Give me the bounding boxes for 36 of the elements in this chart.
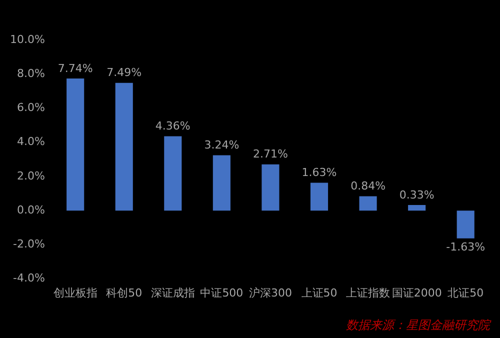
bar xyxy=(456,210,474,238)
x-tick-label: 沪深300 xyxy=(248,286,292,300)
x-tick-label: 科创50 xyxy=(106,286,142,300)
x-tick-label: 上证50 xyxy=(301,286,338,300)
data-label: 2.71% xyxy=(252,148,288,161)
x-tick-label: 创业板指 xyxy=(53,286,98,300)
y-tick-label: 8.0% xyxy=(16,66,45,80)
y-tick-label: 10.0% xyxy=(10,32,45,46)
data-label: 4.36% xyxy=(155,120,190,133)
data-label: 3.24% xyxy=(204,138,240,152)
y-tick-label: -4.0% xyxy=(13,272,45,285)
x-tick-label: 中证500 xyxy=(200,286,244,300)
data-label: 1.63% xyxy=(302,166,337,180)
bar xyxy=(115,82,133,211)
x-tick-label: 国证2000 xyxy=(392,286,442,300)
bar xyxy=(262,164,280,211)
y-tick-label: 0.0% xyxy=(16,203,45,216)
y-tick-label: 2.0% xyxy=(16,169,45,182)
y-tick-label: -2.0% xyxy=(13,238,45,251)
bar xyxy=(66,78,84,211)
data-label: 0.84% xyxy=(350,180,386,193)
data-label: 7.74% xyxy=(58,62,93,75)
y-tick-label: 4.0% xyxy=(16,135,45,148)
x-tick-label: 北证50 xyxy=(448,286,484,300)
source-note: 数据来源：星图金融研究院 xyxy=(346,317,490,334)
data-label: 7.49% xyxy=(106,66,142,80)
bar xyxy=(164,136,182,211)
data-label: 0.33% xyxy=(399,188,434,202)
x-tick-label: 深证成指 xyxy=(150,286,195,300)
data-label: -1.63% xyxy=(446,240,486,254)
bar xyxy=(310,182,328,211)
bar xyxy=(408,204,426,211)
bar xyxy=(212,155,230,211)
y-tick-label: 6.0% xyxy=(16,101,45,114)
bar xyxy=(359,196,377,211)
x-tick-label: 上证指数 xyxy=(346,286,390,300)
